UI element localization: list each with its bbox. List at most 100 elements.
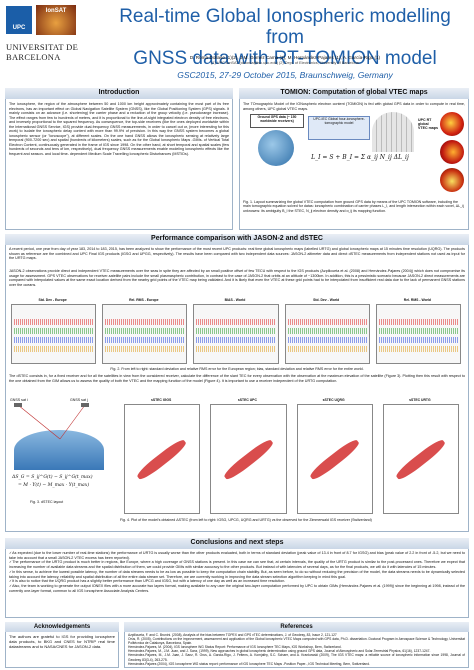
plot-panel (124, 404, 201, 514)
reference-item: Hernández-Pajares (2004), IGS Ionosphere… (128, 661, 370, 666)
title: Real-time Global Ionospheric modelling f… (100, 6, 470, 69)
vtec-globe (440, 168, 464, 192)
vtec-globe (440, 112, 464, 136)
earth (14, 430, 104, 470)
satellite-label: GNSS sat j (70, 398, 88, 402)
plot-band (287, 346, 367, 352)
paragraph: A recent period, one year from day of ye… (9, 247, 465, 261)
plot-panel (193, 304, 279, 364)
plot-panel (210, 404, 287, 514)
plot-band (105, 346, 185, 352)
diagram-input: Ground GPS data (~ 150 worldwide receive… (250, 114, 304, 128)
satellite (81, 403, 89, 407)
plot-band (105, 337, 185, 343)
plot-band (378, 319, 458, 325)
conclusion-item: ✓As expected (due to the lower number of… (9, 551, 465, 560)
affiliations: (1) UPC-IonSAT (dcroma@tsc.upc.edu) (2) … (211, 61, 359, 65)
panel-title: sSTEC URTG (409, 398, 431, 402)
ionsat-logo: IonSAT (36, 5, 76, 35)
ub-logo: UNIVERSITAT DE BARCELONA (6, 42, 79, 62)
plot-band (378, 328, 458, 334)
figure-caption: Fig. 4. Plot of the model's obtained ΔST… (120, 518, 372, 522)
introduction-text: The ionosphere, the region of the atmosp… (9, 102, 229, 157)
figure-caption: Fig. 3. dSTEC layout (30, 500, 64, 504)
plot-band (378, 346, 458, 352)
panel-title: sSTEC UQRG (322, 398, 345, 402)
vtec-globe (440, 140, 464, 164)
plot-band (196, 328, 276, 334)
signal-path (17, 404, 61, 440)
acknowledgements-text: The authors are grateful to IGS for prov… (9, 634, 115, 649)
plot-panel (382, 404, 459, 514)
logo-text: UPC (12, 25, 26, 31)
plot-band (105, 319, 185, 325)
globe (258, 130, 294, 166)
panel-title: Std. Dev - Europe (38, 298, 67, 302)
plot-band (14, 328, 94, 334)
plot-band (14, 346, 94, 352)
plot-band (196, 346, 276, 352)
plot-panel (102, 304, 188, 364)
panel-title: Rel. RMS - World (403, 298, 432, 302)
section-title: TOMION: Computation of global VTEC maps (239, 88, 469, 99)
upc-logo: UPC (6, 6, 32, 34)
reference-item: Hernández-Pajares, M., J.M. Juan, J. San… (128, 653, 465, 662)
paragraph: JASON-2 observations provide direct and … (9, 269, 465, 287)
panel-title: Rel. RMS - Europe (129, 298, 159, 302)
figure-caption: Fig. 1. Layout summarizing the global VT… (243, 200, 464, 213)
scatter-cloud (307, 436, 362, 482)
satellite-label: GNSS sat i (10, 398, 28, 402)
section-title: Conclusions and next steps (5, 538, 469, 549)
conference: GSC2015, 27-29 October 2015, Braunschwei… (177, 70, 393, 80)
plot-band (14, 337, 94, 343)
formula: ΔS_G = S_ij^G(t) − S_ij^G(t_max) (12, 475, 93, 480)
conclusion-item: ✓Also, the team is working to generate t… (9, 584, 465, 593)
panel-title: BIAS - World (224, 298, 246, 302)
section-title: Acknowledgements (5, 622, 119, 632)
plot-band (14, 319, 94, 325)
plot-panel (11, 304, 97, 364)
conclusion-item: ✓The performance of the URTG product is … (9, 560, 465, 570)
tomography-grid (372, 112, 414, 152)
plot-band (105, 328, 185, 334)
formula: = M · Y(t) − M_max · Y(t_max) (18, 483, 90, 488)
introduction-box (5, 88, 233, 230)
references-list: Azpilicueta, F. and C. Brunini. (2008), … (128, 633, 465, 667)
logo-text: IonSAT (45, 8, 67, 14)
panel-title: sSTEC UPC (237, 398, 257, 402)
plot-band (196, 319, 276, 325)
conclusions-box (5, 538, 469, 618)
scatter-cloud (394, 436, 448, 482)
reference-item: Hernández-Pajares, M. (2004), IGS Ionosp… (128, 645, 342, 650)
plot-band (378, 337, 458, 343)
conclusions-list: ✓As expected (due to the lower number of… (9, 551, 465, 617)
diagram-equation: L_I = S + B_I = Σ α_ij N_ij ΔL_ij (311, 154, 409, 161)
plot-band (287, 337, 367, 343)
panel-title: Std. Dev - World (313, 298, 340, 302)
plot-panel (284, 304, 370, 364)
signal-paths (14, 403, 89, 440)
diagram-output: UPC RT global VTEC maps (418, 118, 438, 130)
section-title: Performance comparison with JASON-2 and … (5, 234, 469, 245)
scatter-cloud (221, 436, 276, 482)
signal-path (59, 404, 86, 440)
section-title: Introduction (5, 88, 233, 99)
section-title: References (124, 622, 469, 632)
authors: D. Roma-Dollase (1)(2), J.M. Gómez Cama … (189, 55, 381, 60)
conclusion-item: ✓In this sense, to achieve the lowest po… (9, 569, 465, 579)
paragraph: The dSTEC consists in, for a fixed recei… (9, 374, 465, 383)
reference-item: Azpilicueta, F. and C. Brunini. (2008), … (128, 633, 337, 637)
panel-title: sSTEC IGGS (150, 398, 172, 402)
conclusion-item: ✓It is also to notice that the UQRG prod… (9, 579, 286, 584)
plot-band (287, 328, 367, 334)
figure-caption: Fig. 2. From left to right: standard dev… (110, 367, 364, 371)
reference-item: Hernández-Pajares, M., J.M. Juan, and J.… (128, 649, 431, 654)
plot-panel (296, 404, 373, 514)
plot-band (196, 337, 276, 343)
reference-item: Orús, R. (2005), Contributions on the im… (128, 637, 465, 646)
plot-band (287, 319, 367, 325)
tomion-text: The TOmographic Model of the IONospheric… (243, 102, 465, 111)
title-line: Real-time Global Ionospheric modelling f… (119, 6, 451, 48)
satellite (14, 403, 22, 407)
